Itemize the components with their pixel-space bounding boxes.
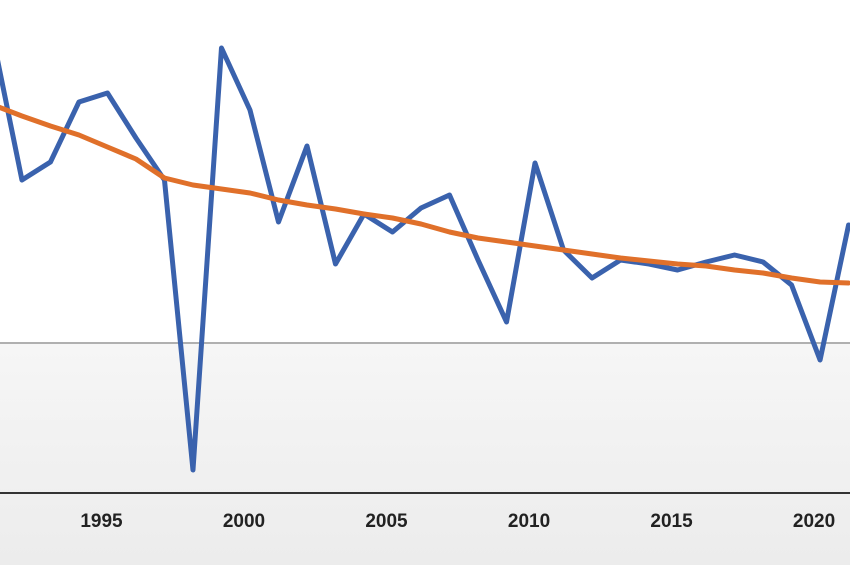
x-tick-label: 2000 (223, 511, 265, 532)
x-tick-label: 2010 (508, 511, 550, 532)
x-tick-label: 1995 (80, 511, 123, 532)
x-tick-label: 2015 (650, 511, 693, 532)
lower-background (0, 343, 850, 565)
x-tick-label: 2020 (793, 511, 835, 532)
data-line (0, 45, 850, 473)
data-line (0, 104, 850, 286)
x-tick-label: 2005 (365, 511, 408, 532)
